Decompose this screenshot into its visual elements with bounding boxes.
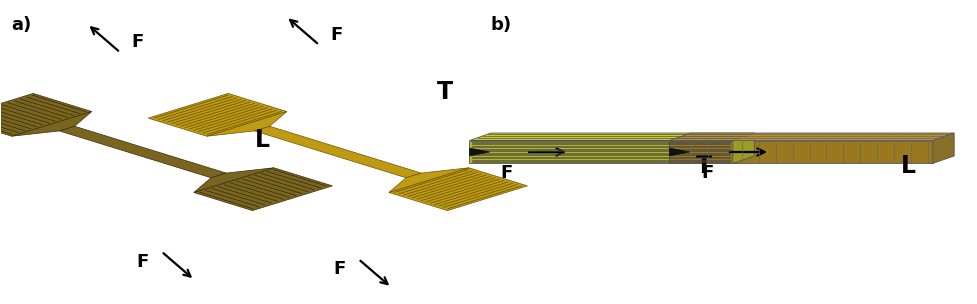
Polygon shape	[469, 148, 489, 156]
Polygon shape	[193, 168, 274, 192]
Polygon shape	[0, 93, 92, 136]
Text: F: F	[500, 164, 512, 182]
Polygon shape	[469, 133, 753, 140]
Polygon shape	[668, 148, 689, 156]
Polygon shape	[206, 112, 286, 136]
Polygon shape	[149, 93, 286, 136]
Polygon shape	[254, 126, 421, 178]
Text: L: L	[900, 154, 914, 178]
Polygon shape	[469, 140, 732, 164]
Text: F: F	[137, 253, 149, 271]
Polygon shape	[60, 126, 226, 178]
Polygon shape	[389, 168, 468, 192]
Polygon shape	[932, 133, 954, 164]
Text: a): a)	[11, 16, 31, 34]
Text: F: F	[132, 33, 144, 51]
Text: L: L	[255, 128, 270, 152]
Text: b): b)	[490, 16, 512, 34]
Polygon shape	[12, 112, 92, 136]
Text: F: F	[333, 260, 346, 278]
Polygon shape	[193, 168, 332, 211]
Text: T: T	[695, 154, 711, 178]
Text: T: T	[437, 80, 452, 104]
Polygon shape	[668, 133, 954, 140]
Polygon shape	[732, 133, 753, 164]
Polygon shape	[389, 168, 527, 211]
Text: F: F	[330, 26, 343, 44]
Text: F: F	[701, 164, 713, 182]
Polygon shape	[668, 140, 932, 164]
